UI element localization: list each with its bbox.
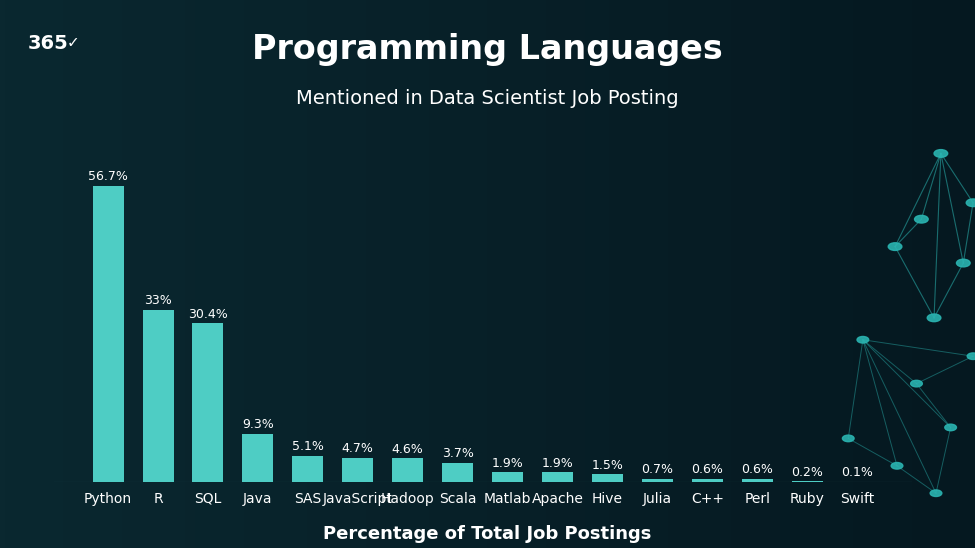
Bar: [542, 472, 573, 482]
Text: 1.5%: 1.5%: [592, 459, 623, 472]
Bar: [792, 481, 823, 482]
Bar: [142, 310, 174, 482]
Text: Mentioned in Data Scientist Job Posting: Mentioned in Data Scientist Job Posting: [296, 89, 679, 108]
Bar: [93, 186, 124, 482]
Bar: [292, 455, 324, 482]
Text: 0.2%: 0.2%: [792, 466, 823, 478]
Text: 0.6%: 0.6%: [741, 464, 773, 477]
Bar: [443, 463, 473, 482]
Bar: [642, 478, 673, 482]
Bar: [592, 475, 623, 482]
Text: ✓: ✓: [66, 35, 79, 50]
Bar: [342, 458, 373, 482]
Bar: [392, 458, 423, 482]
Bar: [492, 472, 523, 482]
Text: 4.6%: 4.6%: [392, 443, 423, 455]
Text: 0.1%: 0.1%: [841, 466, 873, 479]
Text: 0.7%: 0.7%: [642, 463, 674, 476]
Text: 5.1%: 5.1%: [292, 440, 324, 453]
Text: 1.9%: 1.9%: [491, 456, 524, 470]
Text: 3.7%: 3.7%: [442, 447, 474, 460]
Bar: [742, 479, 773, 482]
Text: 0.6%: 0.6%: [691, 464, 723, 477]
Text: 365: 365: [27, 35, 68, 53]
Text: 30.4%: 30.4%: [188, 308, 228, 321]
Text: 33%: 33%: [144, 294, 172, 307]
Text: 1.9%: 1.9%: [542, 456, 573, 470]
Text: Percentage of Total Job Postings: Percentage of Total Job Postings: [324, 526, 651, 543]
Bar: [692, 479, 722, 482]
Text: 4.7%: 4.7%: [342, 442, 373, 455]
Bar: [243, 433, 273, 482]
Bar: [192, 323, 223, 482]
Text: 9.3%: 9.3%: [242, 418, 274, 431]
Text: Programming Languages: Programming Languages: [253, 33, 722, 66]
Text: 56.7%: 56.7%: [88, 170, 128, 183]
